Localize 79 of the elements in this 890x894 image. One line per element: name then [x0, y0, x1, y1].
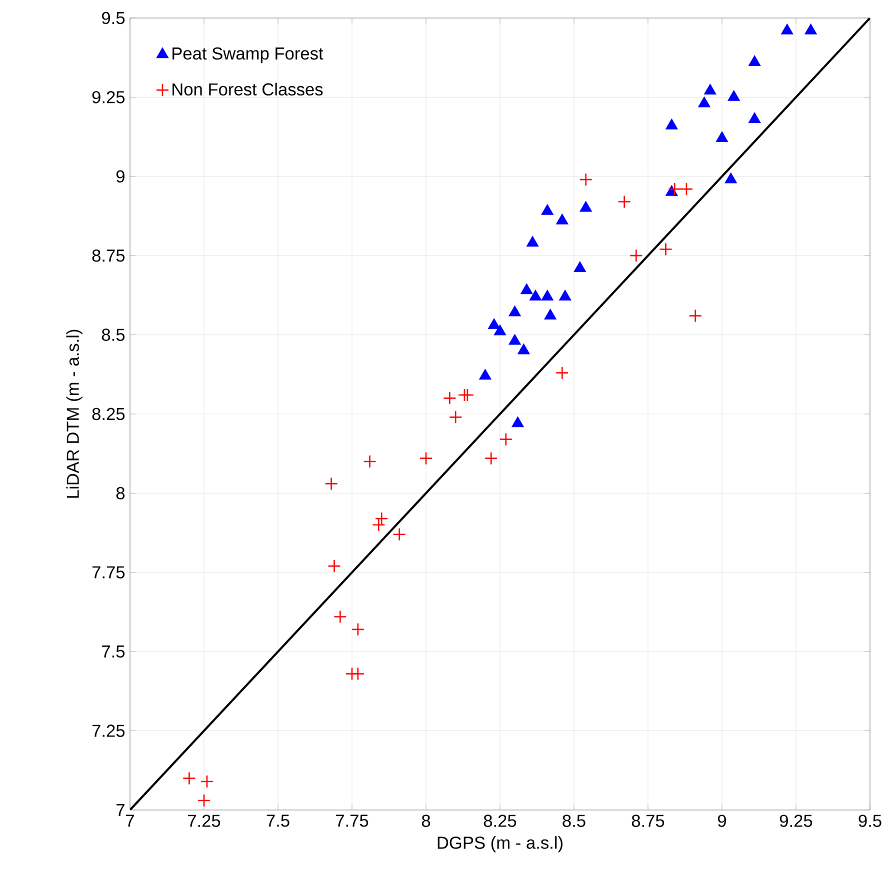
x-tick-label: 9: [718, 814, 726, 827]
point: [419, 452, 433, 466]
point: [479, 369, 492, 380]
point: [363, 454, 376, 468]
point: [197, 794, 211, 808]
point: [488, 318, 500, 329]
x-tick-label: 7.5: [266, 814, 290, 827]
point: [512, 416, 524, 428]
x-tick-label: 7.75: [336, 814, 368, 827]
y-tick-label: 7: [116, 804, 124, 816]
point: [494, 324, 506, 336]
point: [704, 84, 716, 95]
y-tick-label: 9: [116, 170, 124, 183]
x-tick-label: 8.25: [484, 814, 516, 827]
y-axis-title: LiDAR DTM (m - a.s.l): [66, 330, 82, 498]
y-tick-label: 7.25: [92, 724, 125, 737]
point: [666, 119, 678, 130]
x-tick-label: 7.25: [188, 814, 220, 827]
point: [716, 132, 728, 142]
point: [574, 262, 586, 272]
point: [580, 201, 592, 212]
point: [698, 96, 710, 108]
point: [351, 622, 365, 636]
point: [448, 410, 462, 424]
point: [541, 204, 554, 215]
point: [499, 432, 513, 446]
point: [351, 667, 365, 680]
point: [530, 290, 542, 300]
x-axis-title: DGPS (m - a.s.l): [438, 836, 562, 852]
legend-label: Non Forest Classes: [172, 82, 323, 96]
point: [508, 306, 521, 316]
x-tick-label: 8.5: [562, 814, 586, 827]
point: [541, 290, 554, 300]
x-tick-label: 8: [422, 814, 430, 827]
y-tick-label: 7.5: [102, 646, 125, 658]
legend-label: Peat Swamp Forest: [172, 47, 324, 64]
point: [680, 182, 694, 196]
point: [333, 610, 347, 624]
point: [668, 182, 682, 196]
point: [556, 214, 568, 224]
point: [324, 477, 338, 490]
point: [629, 248, 643, 262]
point: [460, 388, 474, 402]
point: [200, 774, 214, 788]
x-tick-label: 7: [126, 814, 134, 827]
y-tick-label: 8: [116, 487, 125, 500]
x-tick-label: 9.5: [858, 814, 882, 827]
point: [392, 528, 406, 542]
point: [688, 309, 702, 322]
point: [559, 290, 571, 300]
point: [725, 172, 737, 184]
y-tick-label: 8.75: [92, 249, 125, 262]
point: [518, 344, 530, 354]
y-tick-label: 7.75: [92, 566, 125, 578]
point: [544, 309, 556, 320]
point: [182, 772, 196, 785]
point: [781, 24, 793, 34]
point: [748, 112, 760, 124]
y-tick-label: 9.25: [92, 91, 125, 104]
point: [618, 195, 631, 208]
point: [804, 24, 817, 34]
point: [728, 90, 740, 101]
y-tick-label: 8.5: [102, 328, 125, 341]
point: [443, 391, 456, 405]
point: [526, 236, 538, 247]
y-tick-label: 9.5: [102, 12, 125, 24]
point: [484, 452, 498, 466]
point: [328, 559, 341, 573]
point: [555, 366, 569, 380]
x-tick-label: 8.75: [632, 814, 664, 827]
y-tick-label: 8.25: [92, 408, 125, 420]
point: [520, 284, 532, 294]
point: [508, 334, 521, 345]
point: [579, 172, 592, 186]
point: [372, 518, 386, 532]
point: [374, 512, 388, 526]
point: [748, 56, 760, 66]
x-tick-label: 9.25: [780, 814, 812, 827]
point: [659, 242, 672, 256]
